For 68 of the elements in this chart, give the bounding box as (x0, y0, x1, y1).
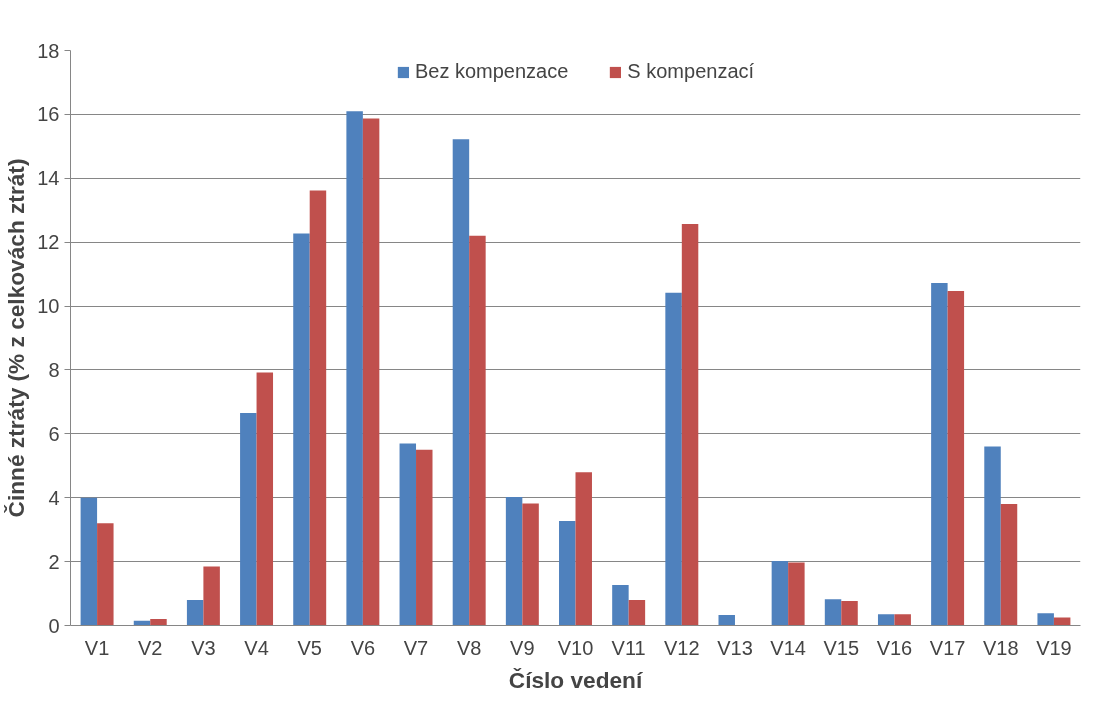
x-tick-label: V8 (456, 636, 482, 659)
legend-label: S kompenzací (627, 60, 755, 83)
y-tick-label: 0 (48, 614, 60, 637)
bar (877, 614, 895, 626)
bar (522, 503, 539, 626)
bar (718, 614, 735, 626)
y-tick-label: 4 (48, 486, 60, 509)
bar (559, 521, 576, 626)
bar (97, 523, 114, 626)
y-axis-title: Činné ztráty (% z celkovách ztrát) (3, 158, 30, 518)
bar (612, 584, 629, 626)
x-tick-label: V4 (244, 636, 269, 659)
y-tick-label: 12 (37, 231, 60, 254)
y-tick-label: 2 (48, 550, 60, 573)
bar (469, 235, 486, 626)
x-tick-label: V9 (510, 636, 535, 659)
y-tick-label: 18 (37, 39, 60, 62)
x-axis-title: Číslo vedení (508, 666, 643, 693)
bar (1037, 613, 1054, 626)
bar (256, 372, 274, 626)
bar (771, 560, 789, 626)
y-tick-label: 6 (48, 422, 60, 445)
x-tick-label: V18 (982, 636, 1019, 659)
bar (203, 566, 220, 626)
bar (628, 599, 646, 626)
x-tick-label: V19 (1036, 636, 1072, 659)
bar (575, 472, 592, 626)
y-tick-label: 8 (48, 358, 60, 381)
x-tick-label: V12 (664, 636, 700, 659)
bar (984, 446, 1001, 626)
bar (309, 190, 327, 626)
x-tick-label: V5 (297, 636, 322, 659)
x-tick-label: V15 (823, 636, 860, 659)
bar (1000, 504, 1018, 626)
bar (452, 139, 470, 626)
legend-label: Bez kompenzace (414, 60, 569, 83)
bar (186, 599, 204, 626)
y-tick-label: 10 (37, 295, 60, 318)
y-tick-label: 16 (37, 103, 60, 126)
x-tick-label: V11 (611, 636, 646, 659)
x-tick-label: V16 (876, 636, 913, 659)
bar (788, 562, 805, 626)
bar (362, 118, 380, 626)
bar (665, 292, 682, 626)
bar (931, 283, 948, 626)
bar (681, 223, 699, 626)
y-tick-label: 14 (37, 167, 60, 190)
bar (841, 600, 858, 626)
x-tick-label: V7 (403, 636, 429, 659)
bar (505, 497, 523, 626)
bar (80, 497, 98, 626)
x-tick-label: V14 (770, 636, 806, 659)
x-tick-label: V6 (350, 636, 376, 659)
bar (150, 619, 167, 626)
bar (346, 111, 363, 626)
bar (947, 291, 965, 626)
bar (293, 233, 310, 626)
x-tick-label: V17 (929, 636, 966, 659)
x-tick-label: V13 (717, 636, 753, 659)
x-tick-label: V1 (84, 636, 110, 659)
bar (416, 449, 433, 626)
bar (399, 443, 417, 626)
x-tick-label: V10 (557, 636, 594, 659)
x-tick-label: V3 (191, 636, 216, 659)
x-tick-label: V2 (138, 636, 163, 659)
bar (894, 614, 911, 626)
bar (824, 599, 842, 626)
bar (240, 413, 257, 626)
